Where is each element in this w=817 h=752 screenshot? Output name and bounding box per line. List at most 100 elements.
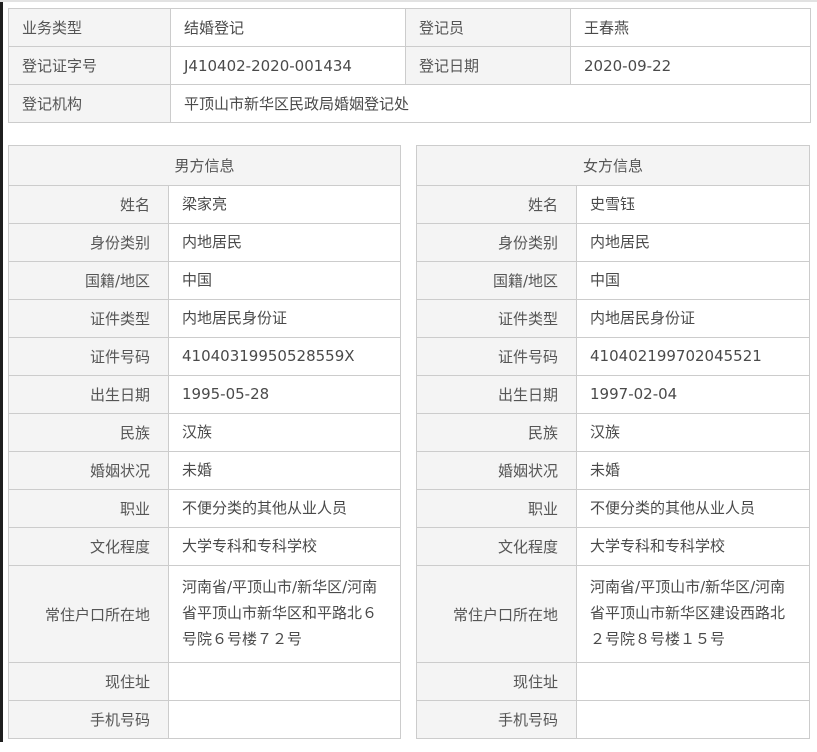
- field-value: 汉族: [167, 413, 402, 452]
- field-value: 不便分类的其他从业人员: [576, 489, 811, 528]
- field-value: 平顶山市新华区民政局婚姻登记处: [170, 84, 811, 123]
- field-value: 不便分类的其他从业人员: [167, 489, 402, 528]
- field-label: 登记员: [405, 8, 571, 47]
- field-label: 常住户口所在地: [416, 565, 578, 663]
- field-label: 证件类型: [8, 299, 169, 338]
- info-row-name: 姓名 史雪钰: [416, 185, 811, 224]
- info-row-id-type: 证件类型 内地居民身份证: [416, 299, 811, 338]
- field-label: 姓名: [416, 185, 578, 224]
- field-value: 1997-02-04: [576, 375, 811, 414]
- info-row-occupation: 职业 不便分类的其他从业人员: [416, 489, 811, 528]
- info-row-ethnicity: 民族 汉族: [8, 413, 402, 452]
- field-value: 结婚登记: [170, 8, 406, 47]
- field-label: 职业: [416, 489, 578, 528]
- field-label: 姓名: [8, 185, 169, 224]
- field-label: 证件号码: [416, 337, 578, 376]
- info-row-birth-date: 出生日期 1997-02-04: [416, 375, 811, 414]
- info-row-nationality: 国籍/地区 中国: [416, 261, 811, 300]
- field-value: 大学专科和专科学校: [167, 527, 402, 566]
- info-row-identity-category: 身份类别 内地居民: [416, 223, 811, 262]
- info-row-mobile-number: 手机号码: [416, 700, 811, 739]
- field-value: 未婚: [167, 451, 402, 490]
- field-value: 大学专科和专科学校: [576, 527, 811, 566]
- field-value: 王春燕: [570, 8, 811, 47]
- field-value: 41040319950528559X: [167, 337, 402, 376]
- info-row-name: 姓名 梁家亮: [8, 185, 402, 224]
- table-header-row: 女方信息: [416, 145, 811, 186]
- field-value: 内地居民身份证: [167, 299, 402, 338]
- field-value: 内地居民: [167, 223, 402, 262]
- male-info-table: 男方信息 姓名 梁家亮 身份类别 内地居民 国籍/地区 中国 证件类型 内地居民…: [7, 145, 402, 739]
- registration-summary-table: 业务类型 结婚登记 登记员 王春燕 登记证字号 J410402-2020-001…: [8, 8, 811, 123]
- info-row-current-address: 现住址: [416, 662, 811, 701]
- field-label: 民族: [8, 413, 169, 452]
- info-row-birth-date: 出生日期 1995-05-28: [8, 375, 402, 414]
- field-label: 出生日期: [8, 375, 169, 414]
- field-value: 史雪钰: [576, 185, 811, 224]
- registration-record: 业务类型 结婚登记 登记员 王春燕 登记证字号 J410402-2020-001…: [7, 8, 811, 739]
- field-value: 中国: [167, 261, 402, 300]
- info-row-occupation: 职业 不便分类的其他从业人员: [8, 489, 402, 528]
- field-value: 410402199702045521: [576, 337, 811, 376]
- field-label: 证件类型: [416, 299, 578, 338]
- field-value: 汉族: [576, 413, 811, 452]
- info-row-id-number: 证件号码 41040319950528559X: [8, 337, 402, 376]
- field-value: [576, 662, 811, 701]
- summary-row-registration-agency: 登记机构 平顶山市新华区民政局婚姻登记处: [8, 84, 811, 123]
- female-info-title: 女方信息: [416, 145, 811, 186]
- field-label: 婚姻状况: [8, 451, 169, 490]
- field-value: 河南省/平顶山市/新华区/河南省平顶山市新华区和平路北６号院６号楼７２号: [167, 565, 402, 663]
- field-label: 现住址: [416, 662, 578, 701]
- info-row-household-registration: 常住户口所在地 河南省/平顶山市/新华区/河南省平顶山市新华区建设西路北２号院８…: [416, 565, 811, 663]
- field-value: 内地居民: [576, 223, 811, 262]
- field-value: 梁家亮: [167, 185, 402, 224]
- info-row-current-address: 现住址: [8, 662, 402, 701]
- spouse-tables: 男方信息 姓名 梁家亮 身份类别 内地居民 国籍/地区 中国 证件类型 内地居民…: [7, 145, 811, 739]
- info-row-id-number: 证件号码 410402199702045521: [416, 337, 811, 376]
- field-value: [167, 700, 402, 739]
- table-header-row: 男方信息: [7, 145, 402, 186]
- field-value: 2020-09-22: [570, 46, 811, 85]
- field-value: 1995-05-28: [167, 375, 402, 414]
- field-label: 现住址: [8, 662, 169, 701]
- field-label: 手机号码: [416, 700, 578, 739]
- field-label: 民族: [416, 413, 578, 452]
- top-edge-line: [0, 0, 817, 2]
- summary-row-business-type: 业务类型 结婚登记 登记员 王春燕: [8, 8, 811, 47]
- field-label: 业务类型: [8, 8, 171, 47]
- field-label: 文化程度: [416, 527, 578, 566]
- field-label: 国籍/地区: [8, 261, 169, 300]
- left-edge-strip: [0, 2, 3, 742]
- field-value: 未婚: [576, 451, 811, 490]
- field-value: [576, 700, 811, 739]
- field-value: 中国: [576, 261, 811, 300]
- field-label: 国籍/地区: [416, 261, 578, 300]
- field-label: 文化程度: [8, 527, 169, 566]
- info-row-ethnicity: 民族 汉族: [416, 413, 811, 452]
- info-row-education: 文化程度 大学专科和专科学校: [8, 527, 402, 566]
- info-row-household-registration: 常住户口所在地 河南省/平顶山市/新华区/河南省平顶山市新华区和平路北６号院６号…: [8, 565, 402, 663]
- field-value: 内地居民身份证: [576, 299, 811, 338]
- field-label: 身份类别: [8, 223, 169, 262]
- info-row-marital-status: 婚姻状况 未婚: [416, 451, 811, 490]
- field-label: 登记机构: [8, 84, 171, 123]
- field-value: J410402-2020-001434: [170, 46, 406, 85]
- info-row-marital-status: 婚姻状况 未婚: [8, 451, 402, 490]
- field-label: 登记日期: [405, 46, 571, 85]
- field-value: 河南省/平顶山市/新华区/河南省平顶山市新华区建设西路北２号院８号楼１５号: [576, 565, 811, 663]
- field-label: 常住户口所在地: [8, 565, 169, 663]
- info-row-mobile-number: 手机号码: [8, 700, 402, 739]
- info-row-education: 文化程度 大学专科和专科学校: [416, 527, 811, 566]
- field-label: 登记证字号: [8, 46, 171, 85]
- info-row-identity-category: 身份类别 内地居民: [8, 223, 402, 262]
- field-label: 婚姻状况: [416, 451, 578, 490]
- field-label: 手机号码: [8, 700, 169, 739]
- field-label: 证件号码: [8, 337, 169, 376]
- field-label: 出生日期: [416, 375, 578, 414]
- info-row-id-type: 证件类型 内地居民身份证: [8, 299, 402, 338]
- field-label: 职业: [8, 489, 169, 528]
- summary-row-certificate-number: 登记证字号 J410402-2020-001434 登记日期 2020-09-2…: [8, 46, 811, 85]
- male-info-title: 男方信息: [7, 145, 402, 186]
- female-info-table: 女方信息 姓名 史雪钰 身份类别 内地居民 国籍/地区 中国 证件类型 内地居民…: [416, 145, 811, 739]
- field-value: [167, 662, 402, 701]
